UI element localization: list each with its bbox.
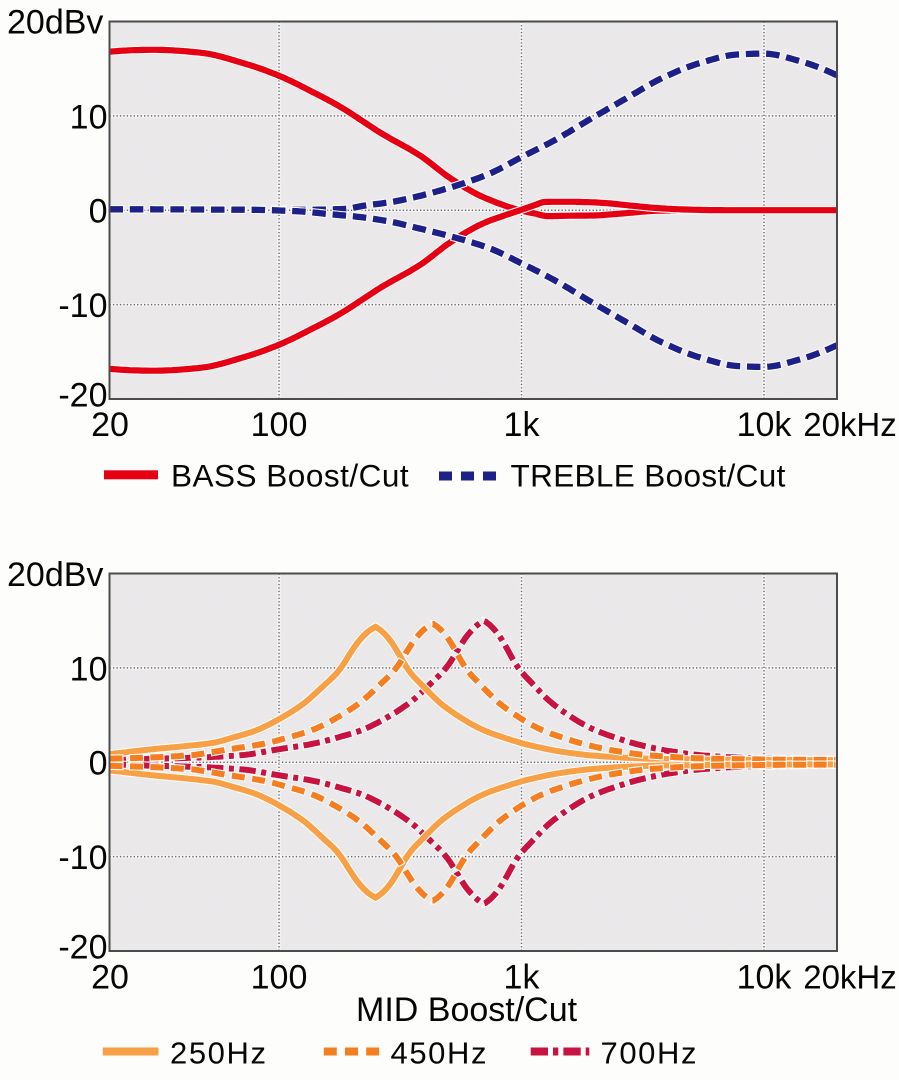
svg-text:MID Boost/Cut: MID Boost/Cut: [356, 991, 578, 1029]
svg-text:100: 100: [251, 959, 308, 997]
svg-text:10k: 10k: [737, 406, 793, 444]
svg-text:-20: -20: [58, 928, 107, 966]
svg-text:0: 0: [89, 745, 108, 783]
svg-text:-20: -20: [58, 377, 107, 415]
svg-text:10k: 10k: [737, 959, 793, 997]
svg-text:BASS Boost/Cut: BASS Boost/Cut: [171, 457, 409, 493]
svg-text:20dBv: 20dBv: [7, 4, 103, 42]
svg-text:20: 20: [91, 959, 129, 997]
svg-text:0: 0: [89, 193, 108, 231]
svg-text:TREBLE Boost/Cut: TREBLE Boost/Cut: [511, 457, 786, 493]
svg-text:20kHz: 20kHz: [803, 959, 897, 996]
svg-text:-10: -10: [58, 839, 107, 877]
svg-text:250Hz: 250Hz: [170, 1036, 268, 1071]
svg-text:1k: 1k: [504, 406, 541, 444]
svg-text:20kHz: 20kHz: [803, 406, 897, 443]
svg-text:700Hz: 700Hz: [601, 1036, 699, 1071]
svg-text:20: 20: [91, 406, 129, 444]
svg-text:1k: 1k: [504, 959, 541, 997]
svg-text:100: 100: [251, 406, 308, 444]
svg-text:10: 10: [70, 650, 108, 688]
svg-text:20dBv: 20dBv: [7, 556, 103, 594]
svg-text:10: 10: [70, 98, 108, 136]
svg-text:-10: -10: [58, 287, 107, 325]
svg-text:450Hz: 450Hz: [391, 1036, 489, 1071]
